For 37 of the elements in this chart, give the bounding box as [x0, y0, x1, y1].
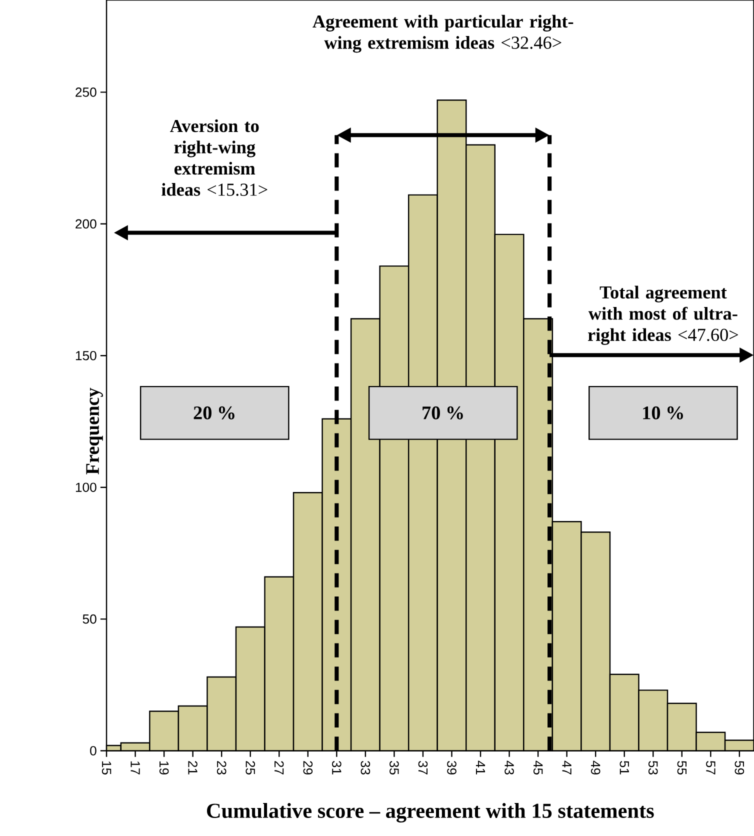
x-tick-label: 19 [160, 761, 169, 774]
x-tick-label: 37 [418, 760, 428, 774]
x-tick-label: 33 [360, 760, 370, 774]
y-axis-title: Frequency [86, 388, 104, 474]
y-tick-label: 50 [82, 614, 96, 624]
x-tick-label: 25 [246, 761, 256, 774]
x-tick-label: 29 [303, 761, 313, 774]
annotation: 20 % [194, 406, 234, 420]
annotation: 10 % [643, 406, 684, 420]
x-tick-label: 53 [648, 760, 658, 774]
y-tick-label: 100 [76, 482, 96, 492]
x-tick-label: 59 [734, 760, 744, 774]
x-tick-label: 39 [447, 760, 456, 774]
y-tick-label: 150 [76, 350, 96, 360]
x-tick-label: 55 [677, 760, 687, 774]
x-axis-title: Cumulative score – agreement with 15 statements [207, 803, 654, 822]
annotation: Total agreement with most of ultra-right ideas <47.60> [588, 286, 738, 345]
x-tick-label: 49 [591, 760, 600, 774]
x-tick-label: 41 [476, 760, 486, 774]
annotation: 70 % [422, 406, 463, 420]
annotation: Agreement with particular right-wing extremism ideas <32.46> [312, 14, 574, 53]
x-tick-label: 31 [332, 760, 342, 774]
x-tick-label: 21 [188, 761, 198, 774]
x-tick-label: 17 [130, 761, 140, 774]
y-tick-label: 0 [90, 746, 96, 756]
x-tick-label: 47 [562, 760, 572, 774]
x-tick-label: 15 [102, 761, 112, 774]
x-tick-label: 23 [217, 761, 226, 774]
y-tick-label: 250 [76, 88, 96, 97]
x-tick-label: 35 [390, 760, 399, 774]
x-tick-label: 45 [534, 760, 543, 774]
annotation: Aversion to right-wing extremism ideas <15.31> [162, 119, 268, 196]
y-tick-label: 200 [76, 219, 96, 229]
x-tick-label: 51 [620, 760, 630, 774]
x-tick-label: 43 [504, 760, 514, 774]
x-tick-label: 57 [706, 760, 716, 774]
x-tick-label: 27 [274, 761, 284, 774]
